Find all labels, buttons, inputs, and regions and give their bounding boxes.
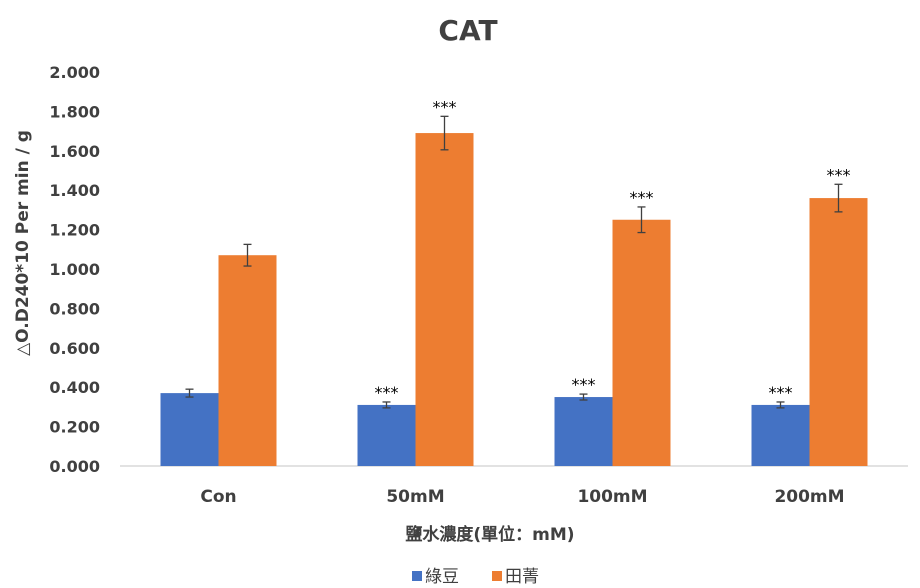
y-tick-label: 1.200 — [49, 221, 100, 240]
bar — [160, 393, 219, 466]
bar — [554, 397, 613, 466]
bars: *** *** *** *** *** *** — [160, 97, 868, 466]
y-tick-label: 2.000 — [49, 63, 100, 82]
legend-label: 綠豆 — [425, 567, 459, 587]
bar — [751, 404, 810, 466]
y-tick-label: 0.000 — [49, 457, 100, 476]
significance-label: *** — [375, 383, 399, 402]
x-axis-label: 鹽水濃度(單位：mM) — [405, 524, 574, 545]
y-axis-ticks: 0.000 0.200 0.400 0.600 0.800 1.000 1.200 1.400… — [49, 63, 100, 476]
category-labels: Con 50mM 100mM 200mM — [200, 487, 844, 507]
significance-label: *** — [827, 165, 851, 184]
chart-title: CAT — [438, 14, 497, 47]
bar — [809, 198, 868, 466]
category-label: 50mM — [386, 487, 444, 507]
legend-label: 田菁 — [505, 567, 539, 587]
category-label: 100mM — [577, 487, 647, 507]
legend: 綠豆 田菁 — [412, 567, 539, 587]
y-tick-label: 0.800 — [49, 299, 100, 318]
legend-swatch — [412, 571, 422, 581]
significance-label: *** — [572, 375, 596, 394]
bar — [357, 404, 416, 466]
y-tick-label: 1.400 — [49, 181, 100, 200]
y-tick-label: 1.800 — [49, 102, 100, 121]
significance-label: *** — [630, 188, 654, 207]
y-tick-label: 1.000 — [49, 260, 100, 279]
category-label: 200mM — [774, 487, 844, 507]
y-tick-label: 1.600 — [49, 142, 100, 161]
y-tick-label: 0.200 — [49, 418, 100, 437]
y-tick-label: 0.400 — [49, 378, 100, 397]
legend-swatch — [492, 571, 502, 581]
significance-label: *** — [769, 383, 793, 402]
bar — [612, 219, 671, 466]
bar — [415, 133, 474, 466]
y-tick-label: 0.600 — [49, 339, 100, 358]
bar — [218, 255, 277, 466]
y-axis-label: △O.D240*10 Per min / g — [13, 130, 33, 356]
category-label: Con — [200, 487, 236, 507]
significance-label: *** — [433, 97, 457, 116]
